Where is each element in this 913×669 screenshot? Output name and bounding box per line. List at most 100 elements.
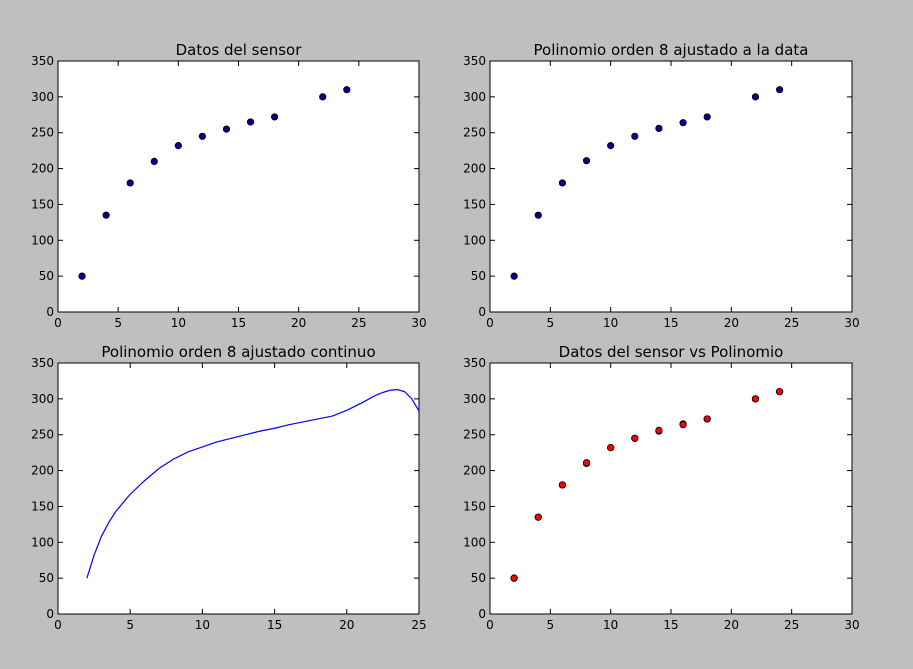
x-tick-label: 5 [547,316,555,330]
data-point [510,272,518,280]
y-tick-label: 300 [31,392,54,406]
x-tick-label: 5 [114,316,122,330]
y-tick-label: 100 [463,233,486,247]
data-point [655,124,663,133]
x-tick-label: 20 [724,618,739,632]
data-point [558,481,567,489]
data-point [270,113,279,121]
subplot-poly-continuous: Polinomio orden 8 ajustado continuo 0 5 10 1… [31,343,427,632]
x-tick-label: 5 [126,618,134,632]
y-tick-label: 250 [31,126,54,140]
chart-title: Polinomio orden 8 ajustado a la data [534,41,809,59]
x-tick-label: 5 [547,618,555,632]
y-tick-label: 350 [31,54,54,68]
x-tick-label: 0 [54,316,62,330]
y-tick-label: 250 [463,126,486,140]
y-tick-label: 50 [471,571,486,585]
data-point [679,421,687,429]
data-point [751,395,760,403]
y-tick-label: 100 [31,535,54,549]
data-point [534,211,542,219]
chart-title: Polinomio orden 8 ajustado continuo [101,343,375,361]
y-tick-label: 200 [463,464,486,478]
data-point [319,93,327,101]
y-tick-label: 0 [46,305,54,319]
y-tick-label: 300 [463,392,486,406]
data-point [246,118,255,126]
x-tick-label: 15 [663,316,678,330]
y-tick-label: 200 [31,162,54,176]
y-tick-label: 50 [39,269,54,283]
x-tick-label: 0 [486,618,494,632]
data-point [510,574,518,582]
y-tick-label: 350 [463,356,486,370]
data-point [751,93,760,101]
y-tick-label: 150 [463,197,486,211]
x-tick-label: 10 [603,618,618,632]
x-tick-label: 15 [663,618,678,632]
data-point [679,119,687,127]
x-tick-label: 25 [411,618,426,632]
x-tick-label: 10 [603,316,618,330]
x-tick-label: 20 [724,316,739,330]
y-tick-label: 0 [46,607,54,621]
data-point [198,132,206,140]
plot-area [489,60,853,313]
y-tick-label: 200 [31,464,54,478]
data-point [775,388,784,396]
data-point [558,179,567,187]
data-point [102,211,110,219]
y-tick-label: 50 [471,269,486,283]
y-tick-label: 100 [463,535,486,549]
y-tick-label: 200 [463,162,486,176]
data-point [775,86,784,94]
x-tick-label: 25 [351,316,366,330]
x-tick-label: 0 [54,618,62,632]
x-tick-label: 10 [195,618,210,632]
data-point [222,125,231,133]
y-tick-label: 300 [463,90,486,104]
y-tick-label: 150 [463,499,486,513]
data-point [607,444,615,452]
data-point [174,142,182,150]
chart-title: Datos del sensor vs Polinomio [559,343,784,361]
subplot-poly-fit-points: Polinomio orden 8 ajustado a la data 0 5 10… [463,41,860,330]
x-tick-label: 25 [784,316,799,330]
y-tick-label: 250 [463,428,486,442]
data-point [631,434,639,442]
x-tick-label: 10 [171,316,186,330]
data-point [582,459,591,467]
x-tick-label: 15 [267,618,282,632]
x-tick-label: 15 [231,316,246,330]
y-tick-label: 300 [31,90,54,104]
x-tick-label: 30 [411,316,426,330]
x-tick-label: 20 [291,316,306,330]
y-tick-label: 350 [31,356,54,370]
chart-title: Datos del sensor [176,41,303,59]
y-tick-label: 50 [39,571,54,585]
data-point [582,157,591,165]
data-point [703,415,711,423]
data-point [631,132,639,140]
y-tick-label: 0 [478,607,486,621]
x-tick-label: 0 [486,316,494,330]
x-tick-label: 25 [784,618,799,632]
data-point [126,179,134,187]
plot-area [57,60,420,313]
y-tick-label: 350 [463,54,486,68]
y-tick-label: 150 [31,197,54,211]
y-tick-label: 250 [31,428,54,442]
x-tick-label: 30 [844,618,859,632]
y-tick-label: 150 [31,499,54,513]
subplot-sensor-vs-poly: Datos del sensor vs Polinomio 0 5 10 15 20 25 3… [463,343,860,632]
data-point [78,272,86,280]
plot-area [489,362,853,615]
y-tick-label: 0 [478,305,486,319]
x-tick-label: 20 [339,618,354,632]
data-point [703,113,711,121]
data-point [655,426,663,435]
series-line [86,388,420,579]
data-point [534,513,542,521]
